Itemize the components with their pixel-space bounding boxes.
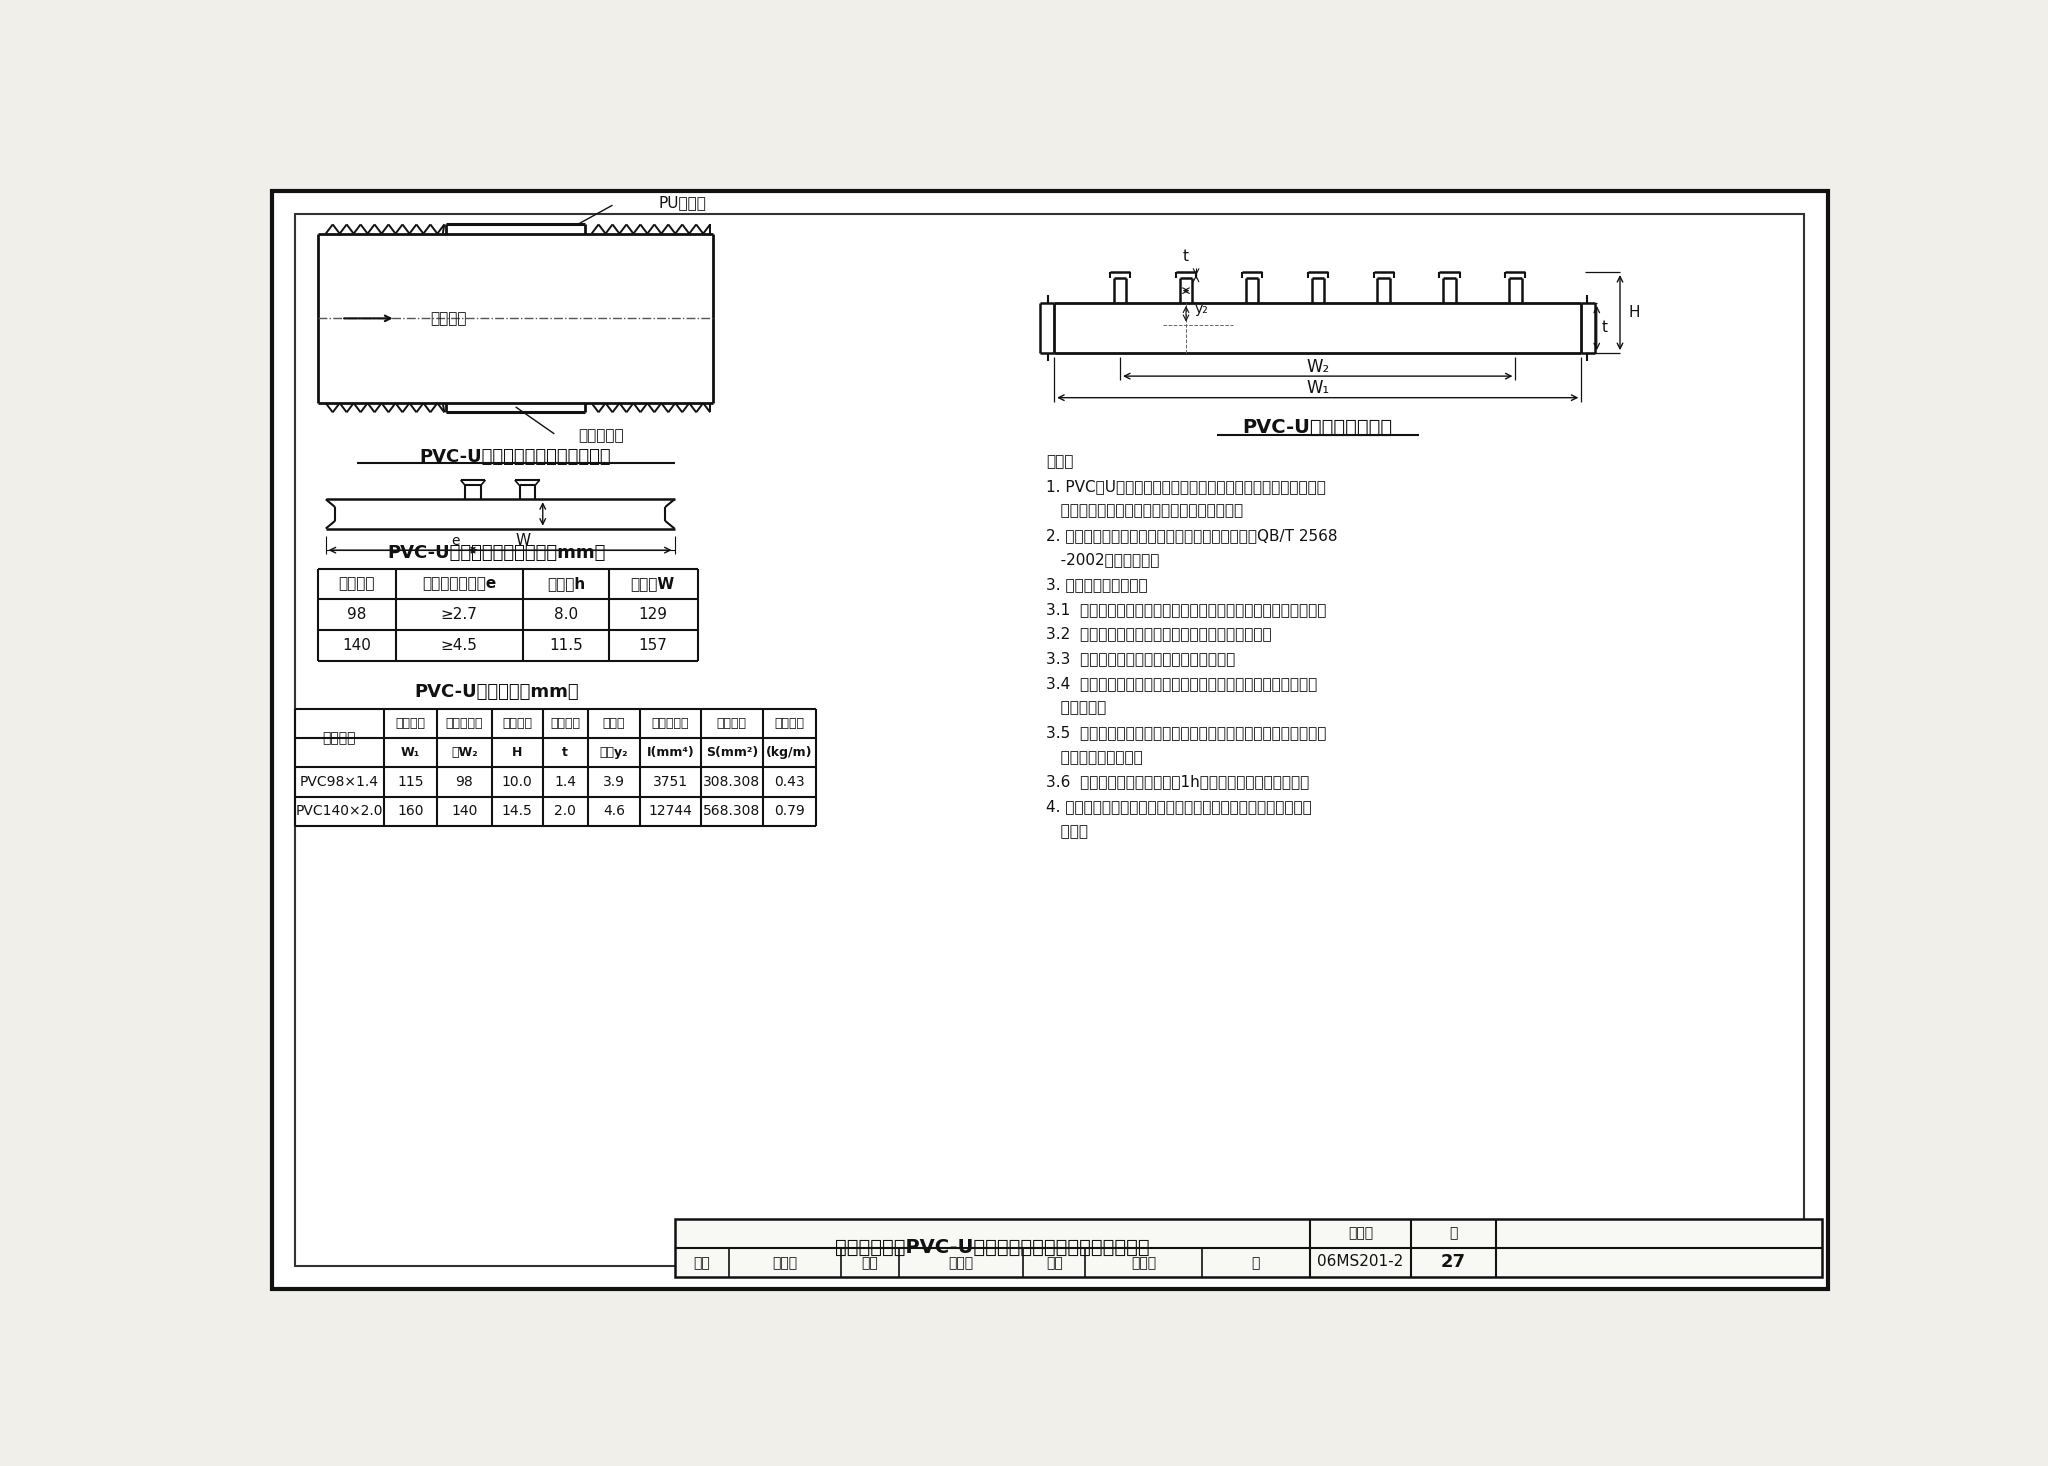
Text: 板材宽度: 板材宽度 bbox=[395, 717, 426, 730]
Text: (kg/m): (kg/m) bbox=[766, 746, 813, 759]
Text: y₂: y₂ bbox=[1194, 302, 1208, 317]
Text: 140: 140 bbox=[342, 638, 371, 654]
Text: PU防水胶: PU防水胶 bbox=[659, 195, 707, 210]
Text: 2. 胶粘剂性能指标及检测方法应符合轻工行业标准QB/T 2568: 2. 胶粘剂性能指标及检测方法应符合轻工行业标准QB/T 2568 bbox=[1047, 528, 1337, 542]
Text: 水流方向: 水流方向 bbox=[430, 311, 467, 325]
Text: 27: 27 bbox=[1442, 1252, 1466, 1271]
Text: PVC-U钢塑复合缠绕管接口示意图: PVC-U钢塑复合缠绕管接口示意图 bbox=[420, 449, 612, 466]
Text: 3.4  在插入管道专用接头板和被插入管道的粘接配合面上涂上重: 3.4 在插入管道专用接头板和被插入管道的粘接配合面上涂上重 bbox=[1047, 676, 1317, 690]
Text: 板材有效宽: 板材有效宽 bbox=[446, 717, 483, 730]
Text: 度W₂: 度W₂ bbox=[451, 746, 477, 759]
Text: 160: 160 bbox=[397, 805, 424, 818]
Text: 4. 本图按福建亚通新材料科技股份有限公司提供的管材规格尺寸: 4. 本图按福建亚通新材料科技股份有限公司提供的管材规格尺寸 bbox=[1047, 799, 1313, 814]
Text: 98: 98 bbox=[455, 776, 473, 789]
Text: 板材规格: 板材规格 bbox=[322, 732, 356, 745]
Text: W₁: W₁ bbox=[401, 746, 420, 759]
Text: t: t bbox=[563, 746, 567, 759]
Text: 98: 98 bbox=[346, 607, 367, 623]
Text: 3751: 3751 bbox=[653, 776, 688, 789]
Text: 8.0: 8.0 bbox=[553, 607, 578, 623]
Text: W₁: W₁ bbox=[1307, 380, 1329, 397]
Text: 3.3  使用清洁干布将粘接配合面擦拭干净。: 3.3 使用清洁干布将粘接配合面擦拭干净。 bbox=[1047, 651, 1235, 666]
Text: t: t bbox=[1184, 249, 1190, 264]
Text: PVC-U接头板材的规格尺寸（mm）: PVC-U接头板材的规格尺寸（mm） bbox=[387, 544, 606, 563]
Text: ≥4.5: ≥4.5 bbox=[440, 638, 477, 654]
Text: 14.5: 14.5 bbox=[502, 805, 532, 818]
Text: PVC98×1.4: PVC98×1.4 bbox=[299, 776, 379, 789]
Text: 马中驹: 马中驹 bbox=[772, 1256, 797, 1270]
Text: 568.308: 568.308 bbox=[702, 805, 760, 818]
Text: 3.5  涂上胶后，迅速用轻微旋转方式将专用接头板插入预定位置，: 3.5 涂上胶后，迅速用轻微旋转方式将专用接头板插入预定位置， bbox=[1047, 726, 1327, 740]
Text: 1. PVC－U钢塑复合管材连接用专用接头板与管道上游部位的连: 1. PVC－U钢塑复合管材连接用专用接头板与管道上游部位的连 bbox=[1047, 479, 1327, 494]
Text: 管材最厚处壁厚e: 管材最厚处壁厚e bbox=[422, 576, 496, 591]
Text: 115: 115 bbox=[397, 776, 424, 789]
Text: t: t bbox=[1602, 320, 1608, 336]
Text: PVC-U板材规格（mm）: PVC-U板材规格（mm） bbox=[414, 683, 580, 701]
Text: 高度y₂: 高度y₂ bbox=[600, 746, 629, 759]
Text: 06MS201-2: 06MS201-2 bbox=[1317, 1253, 1403, 1270]
Text: 参考米重: 参考米重 bbox=[774, 717, 805, 730]
Text: 截面惯性矩: 截面惯性矩 bbox=[651, 717, 690, 730]
Text: W: W bbox=[516, 534, 530, 548]
Text: PVC-U板材截面示意图: PVC-U板材截面示意图 bbox=[1243, 418, 1393, 437]
Text: 图集号: 图集号 bbox=[1348, 1226, 1372, 1240]
Text: 3.1  连接前必须检查切口平整度，断胶补焊及钢带接头牢固无误。: 3.1 连接前必须检查切口平整度，断胶补焊及钢带接头牢固无误。 bbox=[1047, 603, 1327, 617]
Text: 3.6  待接口胶粘剂固化后（＞1h）方能进入下道工序施工。: 3.6 待接口胶粘剂固化后（＞1h）方能进入下道工序施工。 bbox=[1047, 774, 1311, 789]
Text: I(mm⁴): I(mm⁴) bbox=[647, 746, 694, 759]
Text: 设计: 设计 bbox=[1047, 1256, 1063, 1270]
Text: 页: 页 bbox=[1450, 1226, 1458, 1240]
Text: 并将管道两端固定。: 并将管道两端固定。 bbox=[1047, 749, 1143, 765]
Text: 4.6: 4.6 bbox=[602, 805, 625, 818]
Text: 专用接头板: 专用接头板 bbox=[578, 428, 625, 443]
Text: 型胶粘剂。: 型胶粘剂。 bbox=[1047, 701, 1106, 715]
Text: 129: 129 bbox=[639, 607, 668, 623]
Text: 0.43: 0.43 bbox=[774, 776, 805, 789]
Text: S(mm²): S(mm²) bbox=[707, 746, 758, 759]
Text: 赵自明: 赵自明 bbox=[1130, 1256, 1155, 1270]
Text: 应明康: 应明康 bbox=[948, 1256, 973, 1270]
Text: 板材高度: 板材高度 bbox=[502, 717, 532, 730]
Text: 截面面积: 截面面积 bbox=[717, 717, 748, 730]
Text: 10.0: 10.0 bbox=[502, 776, 532, 789]
Text: 308.308: 308.308 bbox=[702, 776, 760, 789]
Bar bbox=[674, 1220, 1821, 1277]
Text: 3. 管道接口程序如下：: 3. 管道接口程序如下： bbox=[1047, 578, 1149, 592]
Text: 3.9: 3.9 bbox=[602, 776, 625, 789]
Text: 板材规格: 板材规格 bbox=[338, 576, 375, 591]
Text: PVC140×2.0: PVC140×2.0 bbox=[295, 805, 383, 818]
Text: 页: 页 bbox=[1251, 1256, 1260, 1270]
Text: 中心轴: 中心轴 bbox=[602, 717, 625, 730]
Text: 3.2  检查并确认专用接头板与管材配合度符合要求。: 3.2 检查并确认专用接头板与管材配合度符合要求。 bbox=[1047, 626, 1272, 642]
Text: 编制。: 编制。 bbox=[1047, 824, 1087, 839]
Text: 板材高h: 板材高h bbox=[547, 576, 586, 591]
Text: ≥2.7: ≥2.7 bbox=[440, 607, 477, 623]
Text: 12744: 12744 bbox=[649, 805, 692, 818]
Text: 140: 140 bbox=[451, 805, 477, 818]
Text: 1.4: 1.4 bbox=[555, 776, 575, 789]
Text: 2.0: 2.0 bbox=[555, 805, 575, 818]
Text: 板材厚度: 板材厚度 bbox=[551, 717, 580, 730]
Text: W₂: W₂ bbox=[1307, 358, 1329, 375]
Text: 审核: 审核 bbox=[694, 1256, 711, 1270]
Text: H: H bbox=[1628, 305, 1640, 320]
Text: e: e bbox=[453, 534, 461, 548]
Text: 校对: 校对 bbox=[862, 1256, 879, 1270]
Text: H: H bbox=[512, 746, 522, 759]
Text: 11.5: 11.5 bbox=[549, 638, 584, 654]
Text: -2002的有关规定。: -2002的有关规定。 bbox=[1047, 553, 1159, 567]
Text: 说明：: 说明： bbox=[1047, 454, 1073, 469]
Text: 0.79: 0.79 bbox=[774, 805, 805, 818]
Text: 硬聚氯乙烯（PVC-U）钢塑复合缠绕管接口及板材规格: 硬聚氯乙烯（PVC-U）钢塑复合缠绕管接口及板材规格 bbox=[836, 1239, 1149, 1258]
Text: 157: 157 bbox=[639, 638, 668, 654]
Text: 接先行完成，与下游部位的连接在现场完成。: 接先行完成，与下游部位的连接在现场完成。 bbox=[1047, 503, 1243, 519]
Text: 总宽度W: 总宽度W bbox=[631, 576, 676, 591]
